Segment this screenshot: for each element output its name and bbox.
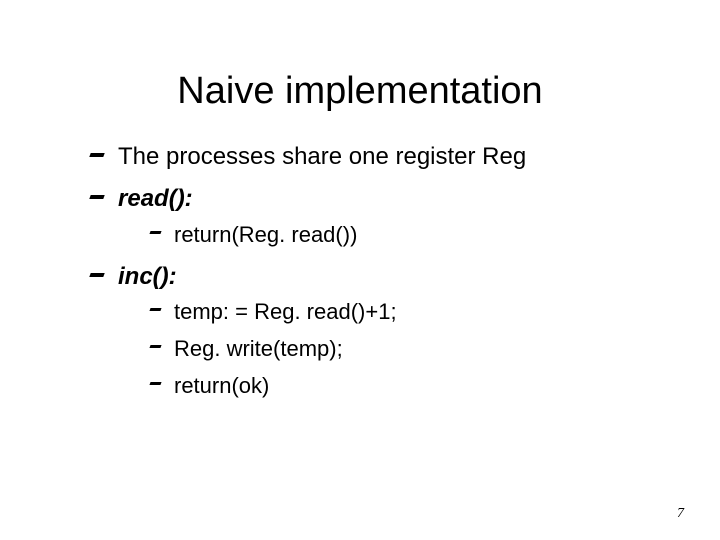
list-item: The processes share one register Reg [90, 141, 660, 173]
list-item: return(Reg. read()) [150, 220, 660, 251]
bullet-sublist: return(Reg. read()) [118, 220, 660, 251]
list-item-text: temp: = Reg. read()+1; [174, 299, 397, 324]
bullet-sublist: temp: = Reg. read()+1; Reg. write(temp);… [118, 297, 660, 401]
list-item-text: read(): [118, 185, 193, 212]
list-item-text: Reg. write(temp); [174, 336, 343, 361]
slide-title: Naive implementation [60, 70, 660, 113]
page-number: 7 [677, 506, 684, 522]
bullet-list: The processes share one register Reg rea… [60, 141, 660, 401]
list-item: inc(): temp: = Reg. read()+1; Reg. write… [90, 261, 660, 402]
list-item-text: return(ok) [174, 373, 269, 398]
list-item-text: return(Reg. read()) [174, 222, 357, 247]
list-item: read(): return(Reg. read()) [90, 183, 660, 250]
list-item: temp: = Reg. read()+1; [150, 297, 660, 328]
list-item-text: inc(): [118, 263, 177, 290]
list-item-text: The processes share one register Reg [118, 143, 526, 170]
slide: Naive implementation The processes share… [0, 0, 720, 540]
list-item: Reg. write(temp); [150, 334, 660, 365]
list-item: return(ok) [150, 371, 660, 402]
